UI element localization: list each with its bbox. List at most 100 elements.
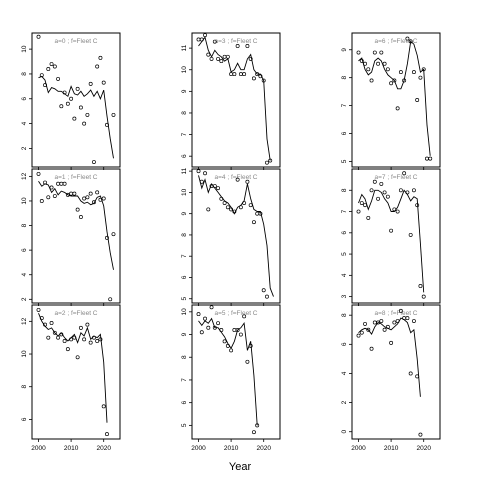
observed-point (395, 319, 400, 323)
observed-point (248, 56, 253, 61)
observed-point (395, 209, 400, 214)
observed-point (359, 58, 364, 63)
chart-panel-7: a=5 ; f=Fleet C 5 6 7 8 9 10 2000 2010 2020 (181, 304, 281, 452)
x-tick-label: 2010 (64, 445, 79, 452)
y-tick-label: 7 (341, 103, 348, 107)
observed-point (199, 330, 204, 335)
observed-point (216, 56, 221, 61)
y-tick-label: 6 (341, 131, 348, 135)
observed-point (229, 72, 234, 77)
observed-point (85, 322, 90, 327)
x-tick-label: 2020 (416, 445, 431, 452)
observed-point (425, 156, 429, 161)
y-tick-label: 8 (21, 223, 28, 227)
observed-point (421, 294, 426, 299)
fitted-line (358, 40, 431, 156)
y-tick-label: 12 (21, 172, 28, 180)
plot-frame (351, 168, 441, 304)
fitted-line (38, 75, 114, 159)
observed-point (242, 201, 247, 205)
observed-point (428, 156, 433, 161)
observed-point (261, 78, 266, 83)
observed-point (225, 205, 230, 210)
y-tick-label: 6 (181, 275, 188, 279)
observed-point (78, 325, 83, 330)
observed-point (75, 355, 80, 360)
observed-point (62, 90, 67, 95)
y-tick-label: 6 (21, 417, 28, 421)
observed-point (421, 67, 426, 72)
observed-point (65, 347, 70, 352)
observed-point (255, 423, 260, 428)
observed-point (199, 179, 204, 184)
chart-panel-5: a=7 ; f=Fleet C 3 4 5 6 7 8 (341, 168, 441, 306)
observed-point (43, 83, 47, 88)
observed-point (229, 348, 234, 353)
observed-point (203, 316, 207, 321)
observed-point (369, 346, 374, 351)
observed-point (75, 86, 80, 91)
fitted-line (38, 313, 108, 423)
observed-point (405, 316, 410, 321)
plot-frame (191, 168, 281, 304)
observed-point (415, 374, 420, 379)
x-tick-label: 2000 (351, 445, 366, 452)
observed-point (408, 39, 413, 44)
plot-frame (31, 304, 121, 440)
fitted-line (38, 181, 114, 270)
panel-title: a=2 ; f=Fleet C (55, 310, 98, 317)
observed-point (251, 76, 256, 81)
observed-point (111, 232, 116, 237)
observed-point (52, 64, 57, 69)
y-tick-label: 11 (181, 44, 188, 51)
y-tick-label: 6 (21, 248, 28, 252)
observed-point (398, 188, 403, 193)
observed-point (225, 343, 230, 348)
y-tick-label: 4 (21, 273, 28, 277)
observed-point (82, 196, 87, 201)
observed-point (59, 332, 64, 337)
chart-panel-4: a=4 ; f=Fleet C 5 6 7 8 9 10 11 (181, 167, 281, 306)
chart-panel-6: a=2 ; f=Fleet C 6 8 10 12 2000 2010 2020 (21, 304, 121, 452)
observed-point (363, 61, 367, 66)
observed-point (395, 106, 400, 111)
observed-point (251, 430, 256, 435)
y-tick-label: 9 (181, 332, 188, 336)
observed-point (36, 34, 41, 39)
observed-point (245, 44, 250, 48)
observed-point (392, 320, 397, 325)
y-tick-label: 8 (341, 188, 348, 192)
observed-point (385, 324, 390, 329)
observed-point (65, 192, 70, 197)
observed-point (39, 73, 44, 78)
observed-point (49, 321, 54, 325)
observed-point (101, 196, 106, 201)
observed-point (379, 181, 384, 186)
y-tick-label: 10 (181, 188, 188, 196)
observed-point (258, 74, 263, 79)
observed-point (389, 228, 394, 233)
observed-point (196, 37, 201, 42)
observed-point (56, 335, 61, 340)
y-tick-label: 7 (341, 209, 348, 213)
observed-point (95, 190, 100, 195)
observed-point (372, 179, 377, 184)
observed-point (235, 328, 240, 332)
observed-point (91, 335, 96, 340)
observed-point (245, 179, 250, 184)
observed-point (359, 330, 364, 335)
y-tick-label: 10 (21, 197, 28, 205)
observed-point (209, 56, 214, 61)
panel-title: a=3 ; f=Fleet C (215, 38, 258, 45)
panel-title: a=5 ; f=Fleet C (215, 310, 258, 317)
observed-point (389, 81, 394, 86)
observed-point (65, 101, 70, 106)
y-tick-label: 6 (21, 97, 28, 101)
y-tick-label: 4 (21, 121, 28, 125)
observed-point (43, 322, 47, 327)
observed-point (389, 340, 394, 345)
fitted-line (198, 175, 274, 297)
observed-point (379, 50, 384, 55)
y-tick-label: 8 (21, 385, 28, 389)
